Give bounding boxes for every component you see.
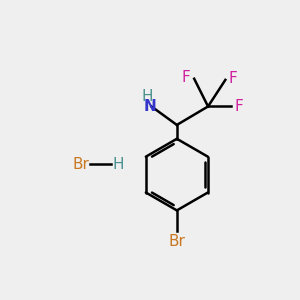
Text: Br: Br — [168, 233, 185, 248]
Text: Br: Br — [72, 157, 89, 172]
Text: F: F — [182, 70, 191, 85]
Text: F: F — [229, 71, 238, 86]
Text: H: H — [112, 157, 124, 172]
Text: F: F — [235, 99, 243, 114]
Text: H: H — [141, 88, 153, 104]
Text: N: N — [144, 99, 157, 114]
